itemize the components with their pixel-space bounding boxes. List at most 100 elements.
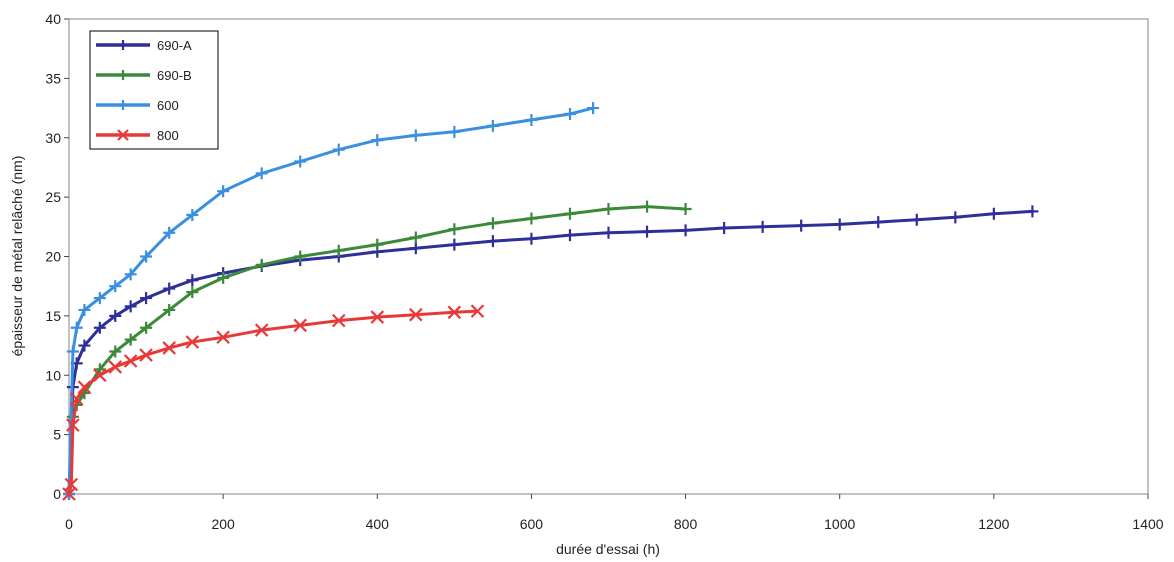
data-point	[448, 125, 461, 138]
legend-label: 690-A	[157, 38, 192, 53]
data-point	[910, 213, 923, 226]
data-point	[162, 341, 176, 355]
series-690-A	[63, 205, 1039, 500]
x-tick-label: 800	[674, 516, 698, 532]
x-axis-ticks: 0 200 400 600 800 1000 1200 1400	[65, 494, 1164, 532]
data-point	[409, 129, 422, 142]
data-point	[186, 274, 199, 287]
legend-entry: 690-B	[96, 68, 192, 83]
data-point	[370, 310, 385, 324]
x-tick-label: 1000	[824, 516, 855, 532]
data-point	[679, 203, 692, 215]
data-point	[69, 392, 84, 406]
data-point	[486, 217, 499, 230]
x-tick-label: 400	[366, 516, 390, 532]
data-point	[371, 238, 384, 251]
data-point	[216, 330, 230, 345]
data-point	[486, 119, 499, 132]
data-point	[217, 271, 230, 284]
data-point	[163, 282, 176, 295]
data-point	[872, 216, 885, 229]
x-tick-label: 1400	[1132, 516, 1163, 532]
data-point	[255, 258, 268, 271]
data-point	[486, 235, 499, 248]
data-point	[93, 368, 107, 383]
plot-border	[68, 18, 1149, 495]
data-point	[109, 309, 122, 322]
series-800	[62, 304, 485, 501]
data-point	[525, 212, 538, 225]
data-point	[448, 223, 461, 236]
data-point	[563, 229, 576, 242]
data-point	[294, 250, 307, 263]
x-tick-label: 1200	[978, 516, 1009, 532]
data-point	[255, 167, 268, 180]
data-point	[109, 345, 122, 358]
data-point	[140, 321, 153, 334]
y-tick-label: 0	[53, 486, 61, 502]
series-line	[67, 209, 1033, 495]
data-point	[163, 303, 176, 316]
data-point	[163, 226, 176, 239]
data-point	[93, 363, 106, 376]
data-point	[587, 102, 600, 115]
data-point	[332, 244, 345, 257]
y-tick-label: 5	[53, 427, 61, 443]
legend-label: 800	[157, 128, 179, 143]
data-point	[93, 321, 106, 334]
data-point	[1026, 205, 1039, 218]
data-point	[124, 268, 137, 281]
data-point	[78, 303, 91, 316]
legend-box	[89, 30, 219, 150]
data-point	[118, 100, 128, 110]
data-point	[78, 339, 91, 352]
y-tick-label: 20	[45, 249, 61, 265]
data-point	[332, 143, 345, 156]
data-point	[718, 222, 731, 234]
data-point	[66, 345, 79, 358]
legend-entry: 800	[96, 128, 179, 143]
x-tick-label: 600	[520, 516, 544, 532]
data-point	[795, 219, 808, 232]
data-point	[563, 207, 576, 220]
data-point	[117, 129, 129, 141]
data-point	[140, 250, 153, 263]
data-point	[447, 305, 462, 320]
data-point	[448, 238, 461, 251]
data-point	[93, 292, 106, 305]
data-point	[70, 321, 83, 334]
data-point	[641, 225, 654, 238]
data-point	[254, 323, 269, 337]
data-point	[409, 231, 422, 244]
data-point	[66, 418, 80, 432]
y-tick-label: 35	[45, 70, 61, 86]
data-point	[679, 224, 692, 237]
y-axis-ticks: 0 5 10 15 20 25 30 35 40	[45, 11, 69, 502]
series-600	[63, 102, 600, 500]
data-point	[124, 333, 137, 346]
data-point	[123, 354, 138, 368]
data-point	[186, 208, 199, 221]
data-point	[108, 360, 123, 374]
data-point	[77, 380, 92, 394]
series-layer	[62, 102, 1039, 501]
data-point	[602, 203, 615, 215]
data-point	[139, 348, 153, 362]
data-point	[118, 40, 128, 50]
plot-area	[68, 18, 1149, 495]
legend-label: 600	[157, 98, 179, 113]
data-point	[641, 200, 654, 213]
data-point	[186, 286, 199, 299]
legend-entry: 600	[96, 98, 179, 113]
y-axis-label: épaisseur de métal relâché (nm)	[9, 156, 25, 357]
data-point	[124, 300, 137, 313]
x-tick-label: 0	[65, 516, 73, 532]
data-point	[294, 155, 307, 168]
data-point	[217, 185, 230, 198]
data-point	[949, 211, 962, 224]
data-point	[833, 218, 846, 231]
data-point	[756, 220, 769, 233]
y-tick-label: 15	[45, 308, 61, 324]
data-point	[525, 113, 538, 126]
